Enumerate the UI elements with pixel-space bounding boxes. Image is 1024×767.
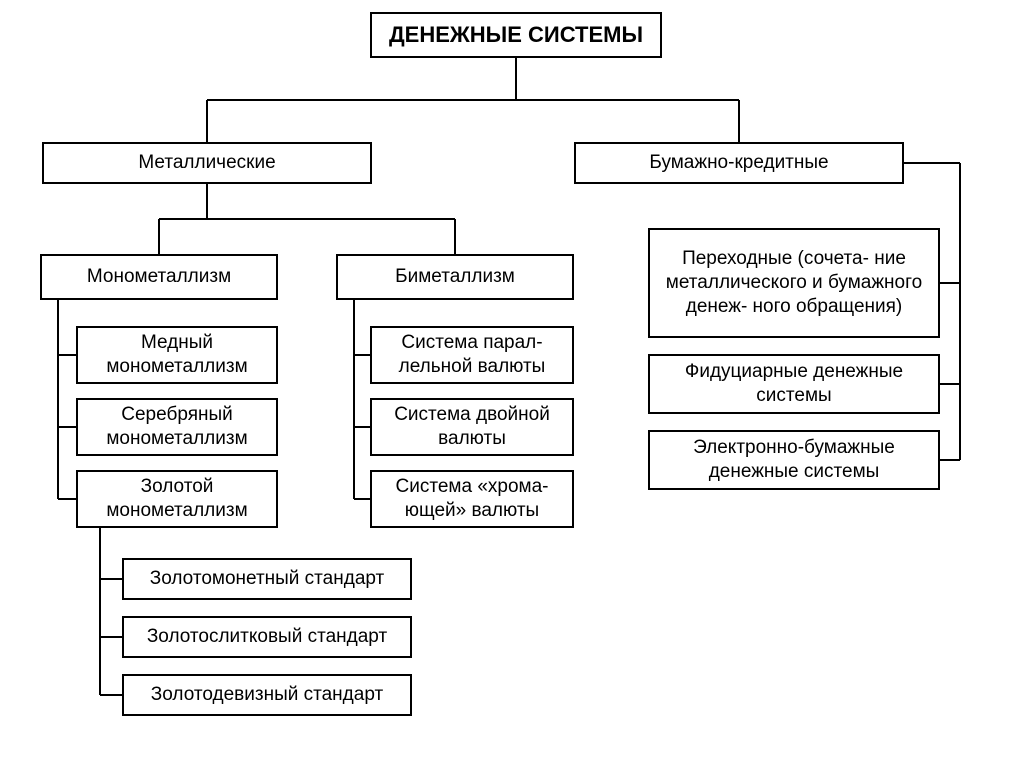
node-metal: Металлические xyxy=(42,142,372,184)
node-bi: Биметаллизм xyxy=(336,254,574,300)
node-bi_lame: Система «хрома- ющей» валюты xyxy=(370,470,574,528)
diagram-canvas: ДЕНЕЖНЫЕ СИСТЕМЫ Металлические Бумажно-кре… xyxy=(0,0,1024,767)
node-root: ДЕНЕЖНЫЕ СИСТЕМЫ xyxy=(370,12,662,58)
node-paper: Бумажно-кредитные xyxy=(574,142,904,184)
node-p_trans: Переходные (сочета- ние металлического и… xyxy=(648,228,940,338)
node-mono_cu: Медный монометаллизм xyxy=(76,326,278,384)
node-p_fid: Фидуциарные денежные системы xyxy=(648,354,940,414)
node-bi_dbl: Система двойной валюты xyxy=(370,398,574,456)
node-bi_par: Система парал- лельной валюты xyxy=(370,326,574,384)
node-mono: Монометаллизм xyxy=(40,254,278,300)
node-mono_au: Золотой монометаллизм xyxy=(76,470,278,528)
node-au_exch: Золотодевизный стандарт xyxy=(122,674,412,716)
node-au_coin: Золотомонетный стандарт xyxy=(122,558,412,600)
node-au_bull: Золотослитковый стандарт xyxy=(122,616,412,658)
node-p_elec: Электронно-бумажные денежные системы xyxy=(648,430,940,490)
node-mono_ag: Серебряный монометаллизм xyxy=(76,398,278,456)
